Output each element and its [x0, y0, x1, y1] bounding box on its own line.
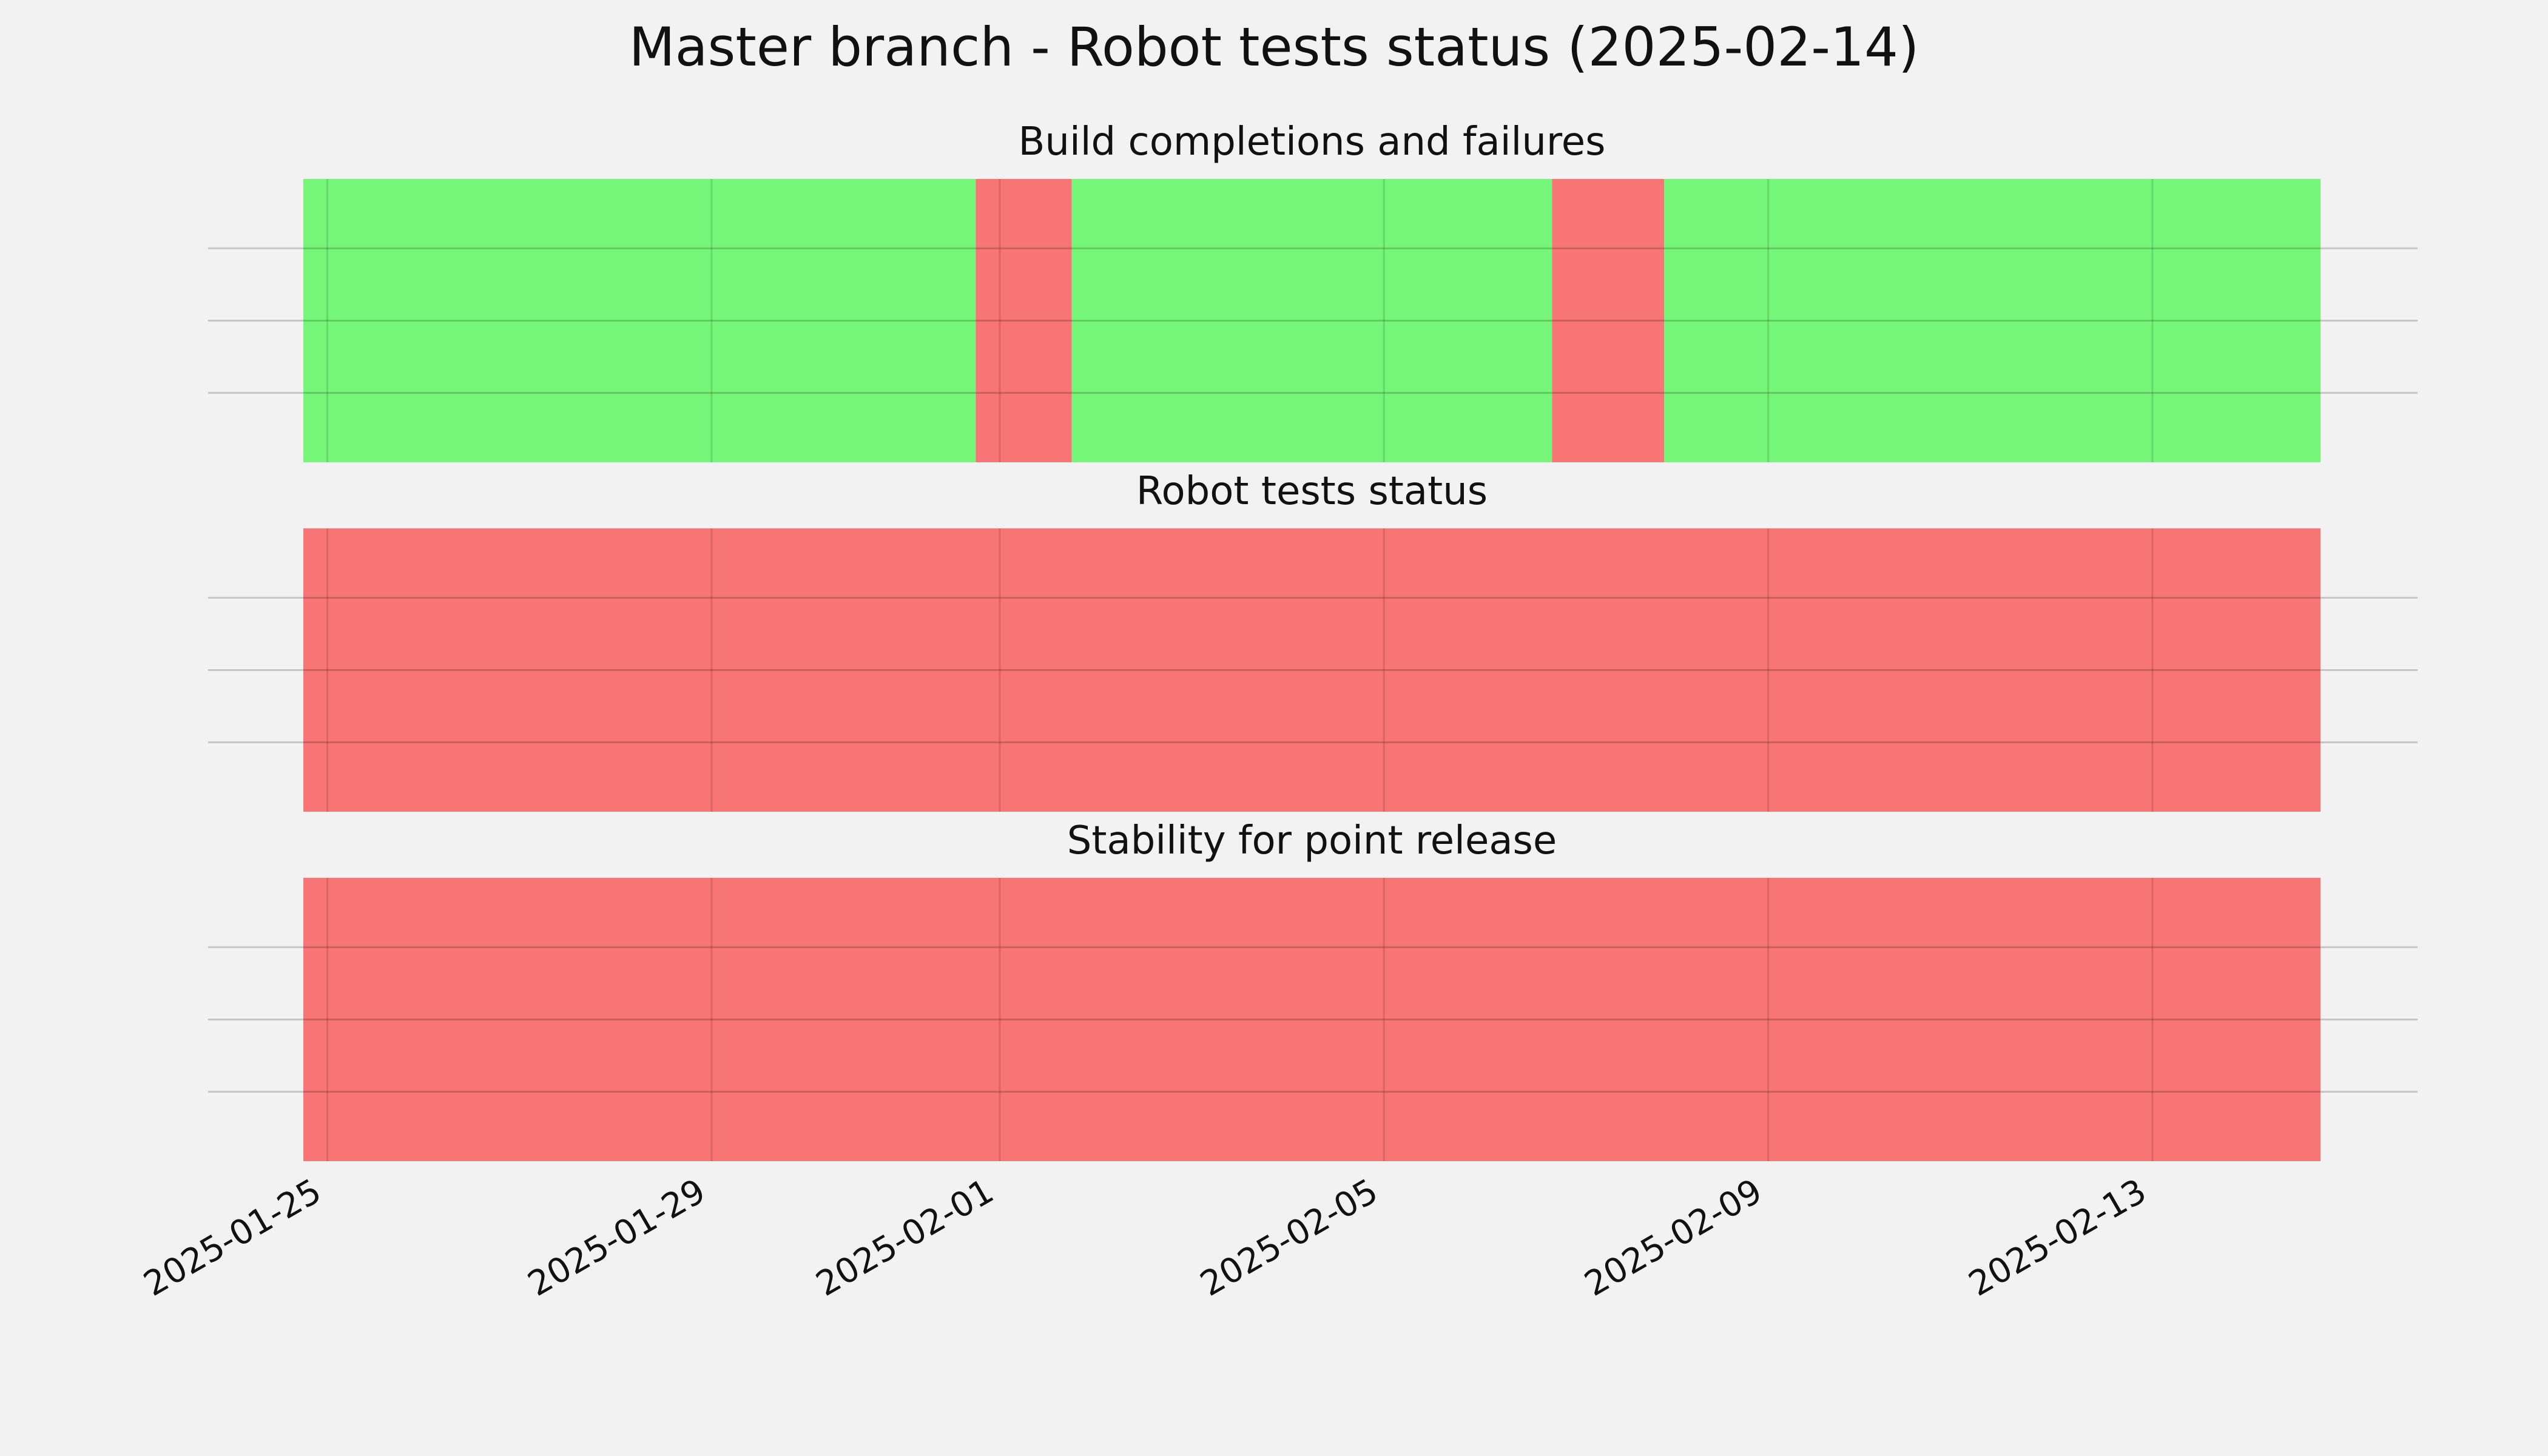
- figure-title: Master branch - Robot tests status (2025…: [629, 16, 1919, 78]
- panel-title: Build completions and failures: [1019, 120, 1606, 164]
- failure-segment: [303, 878, 2320, 1161]
- success-segment: [303, 179, 976, 462]
- panel-1: Build completions and failures: [208, 120, 2418, 462]
- panel-title: Stability for point release: [1067, 818, 1557, 863]
- failure-segment: [303, 528, 2320, 812]
- success-segment: [1071, 179, 1552, 462]
- chart-panels: Build completions and failures Robot test…: [208, 120, 2418, 1161]
- failure-segment: [976, 179, 1072, 462]
- success-segment: [1664, 179, 2320, 462]
- panel-2: Robot tests status: [208, 469, 2418, 812]
- panel-title: Robot tests status: [1136, 469, 1488, 514]
- failure-segment: [1552, 179, 1665, 462]
- panel-3: Stability for point release: [208, 818, 2418, 1161]
